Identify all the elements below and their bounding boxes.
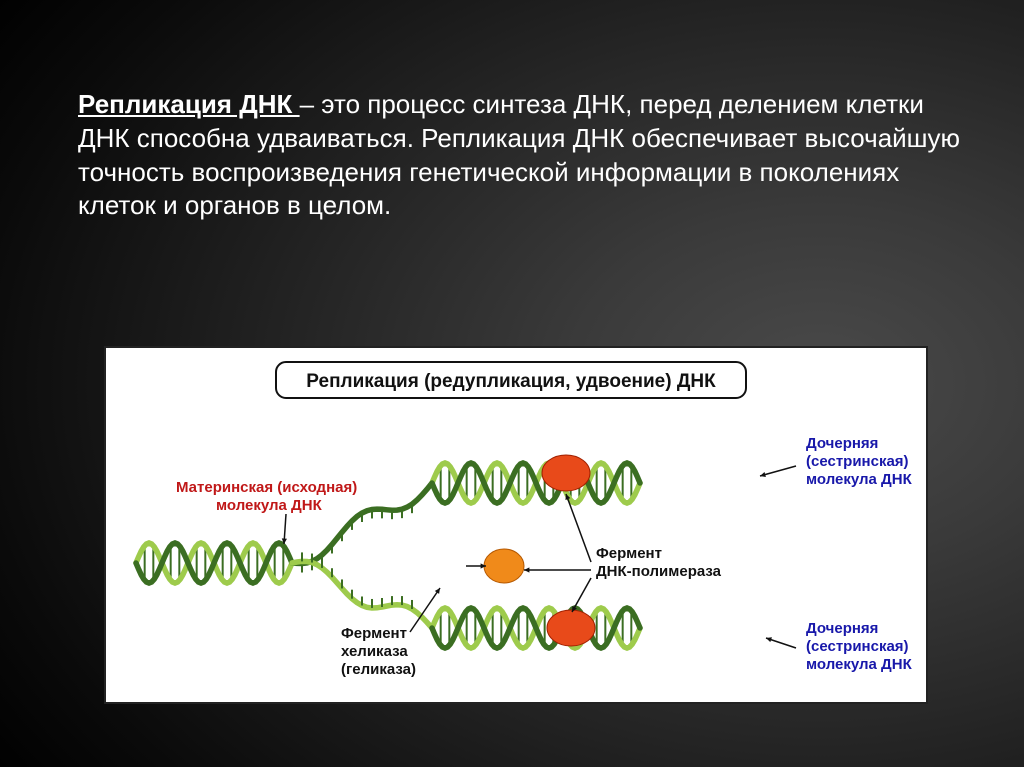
term-title: Репликация ДНК: [78, 89, 300, 119]
label-parent: Материнская (исходная) молекула ДНК: [176, 479, 357, 514]
label-daughter-lower: Дочерняя (сестринская) молекула ДНК: [806, 620, 913, 673]
label-parent-l1: Материнская (исходная): [176, 479, 357, 496]
label-daughter-upper: Дочерняя (сестринская) молекула ДНК: [806, 435, 913, 488]
slide-background: Репликация ДНК – это процесс синтеза ДНК…: [0, 0, 1024, 767]
label-du-l1: Дочерняя: [806, 435, 878, 452]
label-helicase: Фермент хеликаза (геликаза): [341, 625, 416, 678]
label-du-l2: (сестринская): [806, 453, 909, 470]
label-polymerase: Фермент ДНК-полимераза: [596, 545, 722, 580]
caption-text: Репликация (редупликация, удвоение) ДНК: [306, 371, 716, 392]
label-hel-l2: хеликаза: [341, 643, 408, 660]
label-hel-l3: (геликаза): [341, 661, 416, 678]
label-pol-l2: ДНК-полимераза: [596, 563, 722, 580]
label-du-l3: молекула ДНК: [806, 471, 913, 488]
label-dl-l2: (сестринская): [806, 638, 909, 655]
label-parent-l2: молекула ДНК: [216, 497, 323, 514]
label-hel-l1: Фермент: [341, 625, 407, 642]
label-pol-l1: Фермент: [596, 545, 662, 562]
definition-paragraph: Репликация ДНК – это процесс синтеза ДНК…: [78, 88, 964, 223]
diagram-frame: Репликация (редупликация, удвоение) ДНК …: [104, 346, 928, 704]
replication-diagram: Репликация (редупликация, удвоение) ДНК …: [106, 348, 926, 702]
label-dl-l1: Дочерняя: [806, 620, 878, 637]
label-dl-l3: молекула ДНК: [806, 656, 913, 673]
